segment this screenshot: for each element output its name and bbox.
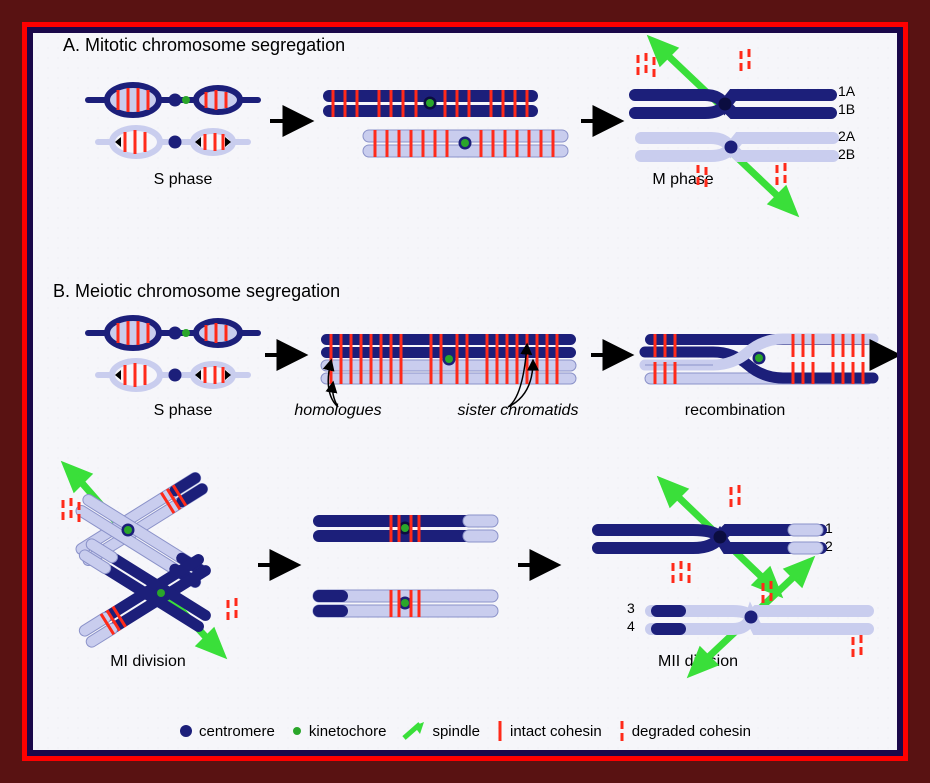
mid-frame: A. Mitotic chromosome segregation B. Mei… [22,22,908,761]
legend: centromere kinetochore spindle intact co… [33,720,897,742]
b-mii-division [598,482,868,672]
legend-centromere-label: centromere [199,723,275,740]
diagram-panel: A. Mitotic chromosome segregation B. Mei… [33,33,897,750]
b-intermediate [313,515,498,617]
b-recombination [645,334,873,384]
svg-stage [33,33,897,750]
outer-frame: A. Mitotic chromosome segregation B. Mei… [0,0,930,783]
legend-kinetochore-label: kinetochore [309,723,387,740]
legend-spindle-label: spindle [432,723,480,740]
b-bivalent [321,332,576,407]
legend-kinetochore: kinetochore [291,723,387,740]
legend-intact-label: intact cohesin [510,723,602,740]
a-condensed-dark [323,90,538,117]
a-condensed-light [363,130,568,157]
a-sphase-dark [88,85,258,115]
legend-intact-cohesin: intact cohesin [496,720,602,742]
b-sphase [88,318,258,389]
a-mphase [635,41,833,211]
legend-spindle: spindle [402,722,480,740]
a-sphase-light [98,128,248,156]
legend-degraded-label: degraded cohesin [632,723,751,740]
b-mi-division [63,467,236,653]
legend-centromere: centromere [179,723,275,740]
legend-degraded-cohesin: degraded cohesin [618,720,751,742]
